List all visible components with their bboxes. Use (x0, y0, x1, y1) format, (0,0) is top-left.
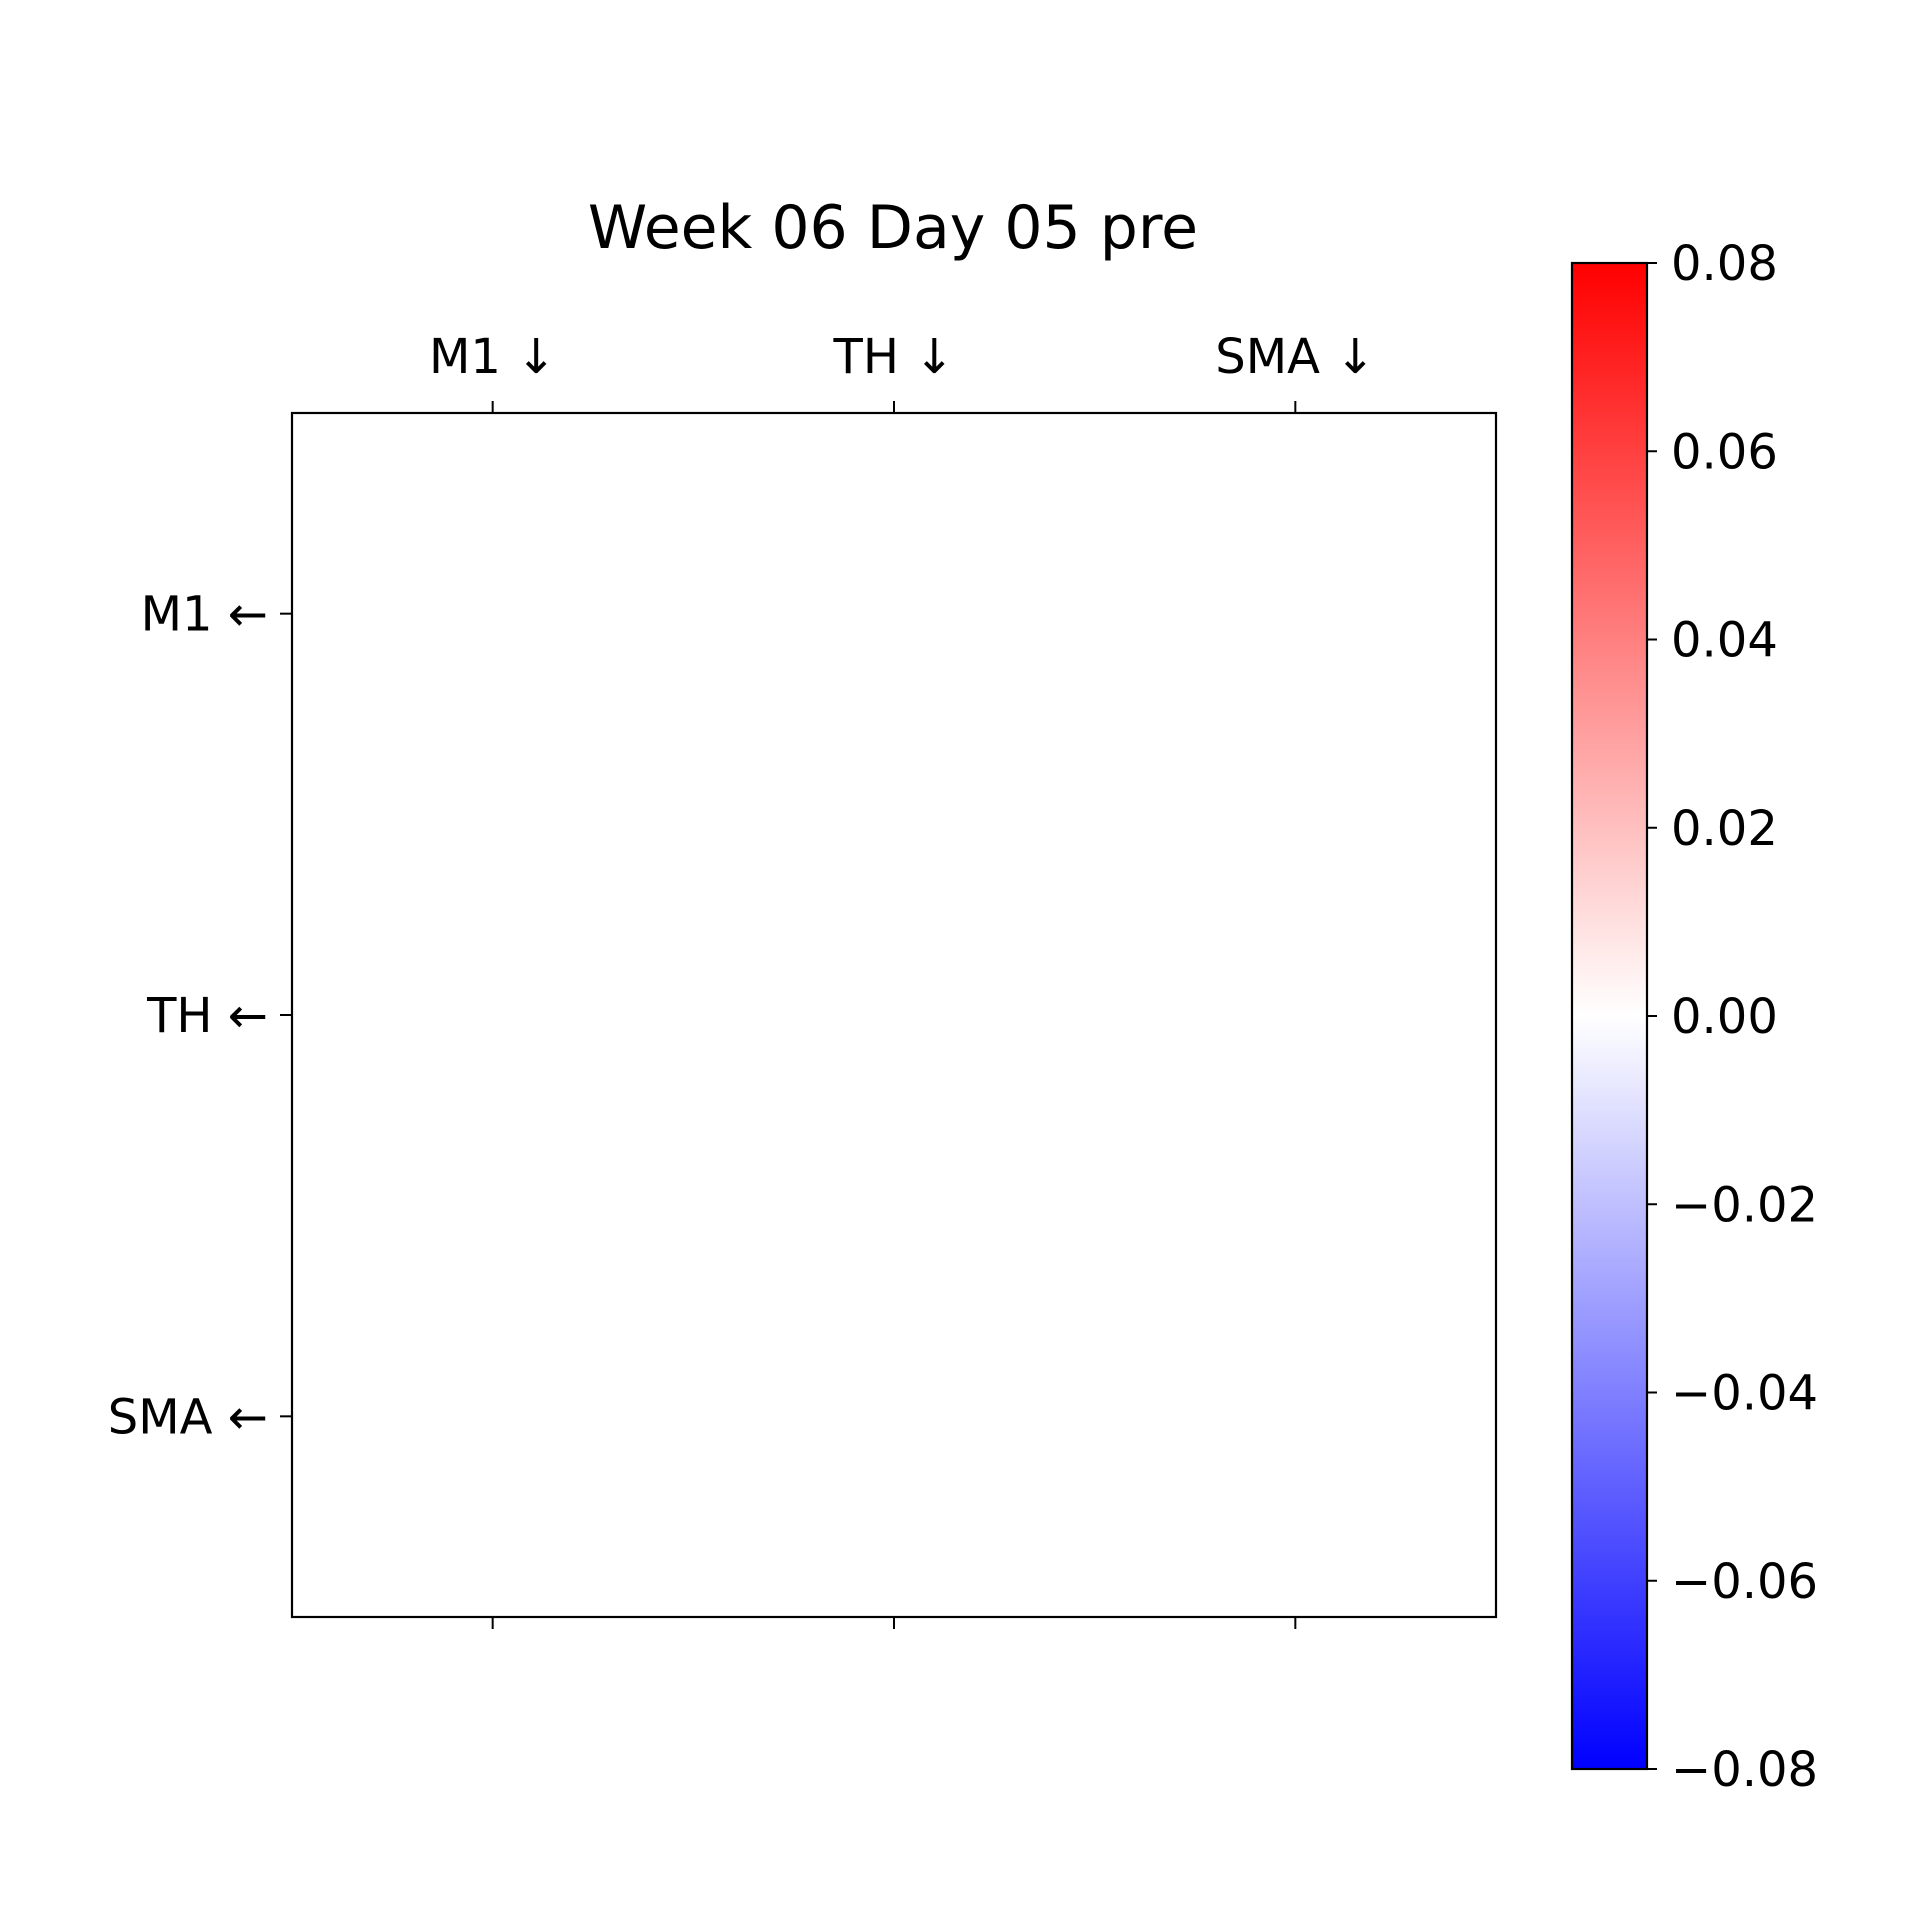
y-axis-ticks: M1 ← TH ← SMA ← (108, 587, 292, 1445)
colorbar (1570, 261, 1649, 1771)
heatmap-cells (292, 413, 1497, 1618)
heatmap-cell (1094, 413, 1497, 815)
x-tick-label: TH ↓ (833, 329, 955, 385)
colorbar-tick-label: 0.04 (1671, 613, 1778, 669)
colorbar-tick-label: 0.00 (1671, 989, 1778, 1045)
y-tick-label: TH ← (146, 988, 268, 1044)
colorbar-tick-label: −0.04 (1671, 1366, 1818, 1422)
y-tick-label: M1 ← (141, 587, 268, 643)
colorbar-tick-label: −0.02 (1671, 1177, 1818, 1233)
colorbar-tick-label: 0.06 (1671, 424, 1778, 480)
heatmap-cell (292, 1215, 694, 1618)
heatmap-cell (292, 814, 694, 1217)
colorbar-tick-label: 0.08 (1671, 236, 1778, 292)
x-tick-label: M1 ↓ (429, 329, 556, 385)
colorbar-tick-label: −0.08 (1671, 1742, 1818, 1798)
heatmap-cell (1094, 1215, 1497, 1618)
heatmap-cell (693, 814, 1096, 1217)
colorbar-ticks: 0.08 0.06 0.04 0.02 0.00 −0.02 −0.04 −0.06 −0.08 (1647, 236, 1818, 1798)
chart-title: Week 06 Day 05 pre (588, 193, 1198, 263)
colorbar-tick-label: −0.06 (1671, 1554, 1818, 1610)
x-tick-label: SMA ↓ (1215, 329, 1375, 385)
heatmap-cell (693, 1215, 1096, 1618)
y-tick-label: SMA ← (108, 1389, 268, 1445)
heatmap-cell (693, 413, 1096, 815)
colorbar-tick-label: 0.02 (1671, 801, 1778, 857)
x-axis-ticks: M1 ↓ TH ↓ SMA ↓ (429, 329, 1375, 1629)
heatmap-cell (292, 413, 694, 815)
heatmap-cell (1094, 814, 1497, 1217)
